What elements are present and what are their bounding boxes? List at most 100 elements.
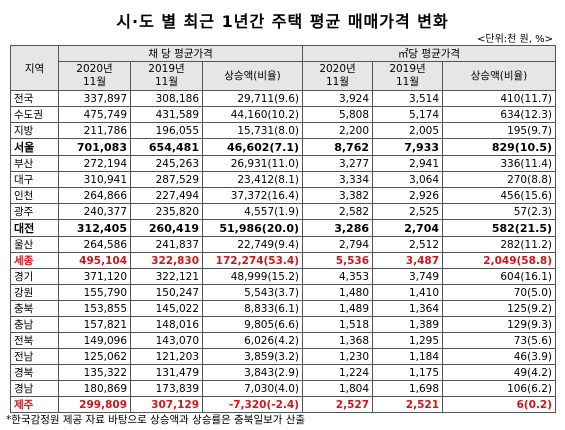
table-row: 전국 337,897 308,186 29,711(9.6) 3,924 3,514 410… [10,90,556,107]
value-cell: 57(2.3) [442,203,556,220]
value-cell: 135,322 [58,364,131,381]
value-cell: 1,364 [372,300,444,317]
value-cell: 44,160(10.2) [201,106,304,123]
value-cell: 46(3.9) [442,348,556,365]
value-cell: 1,175 [372,364,444,381]
value-cell: 1,489 [302,300,374,317]
value-cell: 634(12.3) [442,106,556,123]
table-body: 전국 337,897 308,186 29,711(9.6) 3,924 3,514 410… [10,90,556,413]
value-cell: 157,821 [58,316,131,333]
value-cell: 3,749 [372,268,444,285]
subheader: 상승액(비율) [201,61,304,91]
value-cell: 1,184 [372,348,444,365]
value-cell: 26,931(11.0) [201,155,304,172]
table-row: 서울 701,083 654,481 46,602(7.1) 8,762 7,933 829… [10,138,556,156]
value-cell: 153,855 [58,300,131,317]
value-cell: 2,794 [302,236,374,253]
region-cell: 경북 [10,364,59,381]
value-cell: 312,405 [58,219,131,237]
table-row: 강원 155,790 150,247 5,543(3.7) 1,480 1,410 70(5… [10,284,556,301]
value-cell: 196,055 [130,122,203,139]
region-cell: 전국 [10,90,59,107]
value-cell: 3,064 [372,171,444,188]
value-cell: 1,410 [372,284,444,301]
value-cell: 337,897 [58,90,131,107]
value-cell: 129(9.3) [442,316,556,333]
value-cell: -7,320(-2.4) [201,396,304,413]
value-cell: 73(5.6) [442,332,556,349]
value-cell: 3,382 [302,187,374,204]
value-cell: 456(15.6) [442,187,556,204]
value-cell: 5,536 [302,252,374,269]
value-cell: 2,005 [372,122,444,139]
table-row: 대구 310,941 287,529 23,412(8.1) 3,334 3,064 270… [10,171,556,188]
table-row: 경북 135,322 131,479 3,843(2.9) 1,224 1,175 49(4… [10,364,556,381]
value-cell: 654,481 [130,138,203,156]
region-cell: 제주 [10,396,59,413]
value-cell: 5,808 [302,106,374,123]
value-cell: 3,859(3.2) [201,348,304,365]
region-cell: 수도권 [10,106,59,123]
subheader: 2019년 11월 [130,61,203,91]
value-cell: 3,843(2.9) [201,364,304,381]
value-cell: 1,698 [372,380,444,397]
value-cell: 1,480 [302,284,374,301]
value-cell: 336(11.4) [442,155,556,172]
table-row: 수도권 475,749 431,589 44,160(10.2) 5,808 5,174 6… [10,106,556,123]
subheader: 2019년 11월 [372,61,444,91]
value-cell: 1,804 [302,380,374,397]
value-cell: 23,412(8.1) [201,171,304,188]
region-cell: 광주 [10,203,59,220]
value-cell: 121,203 [130,348,203,365]
value-cell: 287,529 [130,171,203,188]
group-header: 채 당 평균가격 [57,45,304,62]
table-row: 충남 157,821 148,016 9,805(6.6) 1,518 1,389 129(… [10,316,556,333]
value-cell: 1,224 [302,364,374,381]
table-row: 제주 299,809 307,129 -7,320(-2.4) 2,527 2,521 6(… [10,396,556,413]
value-cell: 701,083 [58,138,131,156]
value-cell: 37,372(16.4) [201,187,304,204]
table-row: 전북 149,096 143,070 6,026(4.2) 1,368 1,295 73(5… [10,332,556,349]
region-cell: 경남 [10,380,59,397]
value-cell: 322,121 [130,268,203,285]
table-row: 지방 211,786 196,055 15,731(8.0) 2,200 2,005 195… [10,122,556,139]
region-cell: 대전 [10,219,59,237]
region-cell: 지방 [10,122,59,139]
table-row: 충북 153,855 145,022 8,833(6.1) 1,489 1,364 125(… [10,300,556,317]
value-cell: 282(11.2) [442,236,556,253]
table-head: 지역 채 당 평균가격 ㎡당 평균가격 2020년 11월 2019년 11월 상승… [10,45,556,91]
value-cell: 155,790 [58,284,131,301]
subheader-row: 2020년 11월 2019년 11월 상승액(비율) 2020년 11월 2019년 … [11,61,556,91]
value-cell: 308,186 [130,90,203,107]
value-cell: 2,941 [372,155,444,172]
footnote: *한국감정원 제공 자료 바탕으로 상승액과 상승률은 충북일보가 산출 [6,414,306,426]
value-cell: 180,869 [58,380,131,397]
value-cell: 51,986(20.0) [201,219,304,237]
value-cell: 310,941 [58,171,131,188]
value-cell: 29,711(9.6) [201,90,304,107]
value-cell: 272,194 [58,155,131,172]
value-cell: 4,353 [302,268,374,285]
value-cell: 5,174 [372,106,444,123]
value-cell: 245,263 [130,155,203,172]
value-cell: 3,924 [302,90,374,107]
value-cell: 6(0.2) [442,396,556,413]
value-cell: 3,487 [372,252,444,269]
region-cell: 부산 [10,155,59,172]
value-cell: 4,557(1.9) [201,203,304,220]
value-cell: 7,933 [372,138,444,156]
value-cell: 299,809 [58,396,131,413]
value-cell: 1,389 [372,316,444,333]
region-cell: 충남 [10,316,59,333]
table-row: 세종 495,104 322,830 172,274(53.4) 5,536 3,487 2… [10,252,556,269]
value-cell: 410(11.7) [442,90,556,107]
region-cell: 강원 [10,284,59,301]
value-cell: 582(21.5) [442,219,556,237]
value-cell: 143,070 [130,332,203,349]
value-cell: 829(10.5) [442,138,556,156]
region-cell: 인천 [10,187,59,204]
value-cell: 125,062 [58,348,131,365]
value-cell: 2,521 [372,396,444,413]
value-cell: 150,247 [130,284,203,301]
